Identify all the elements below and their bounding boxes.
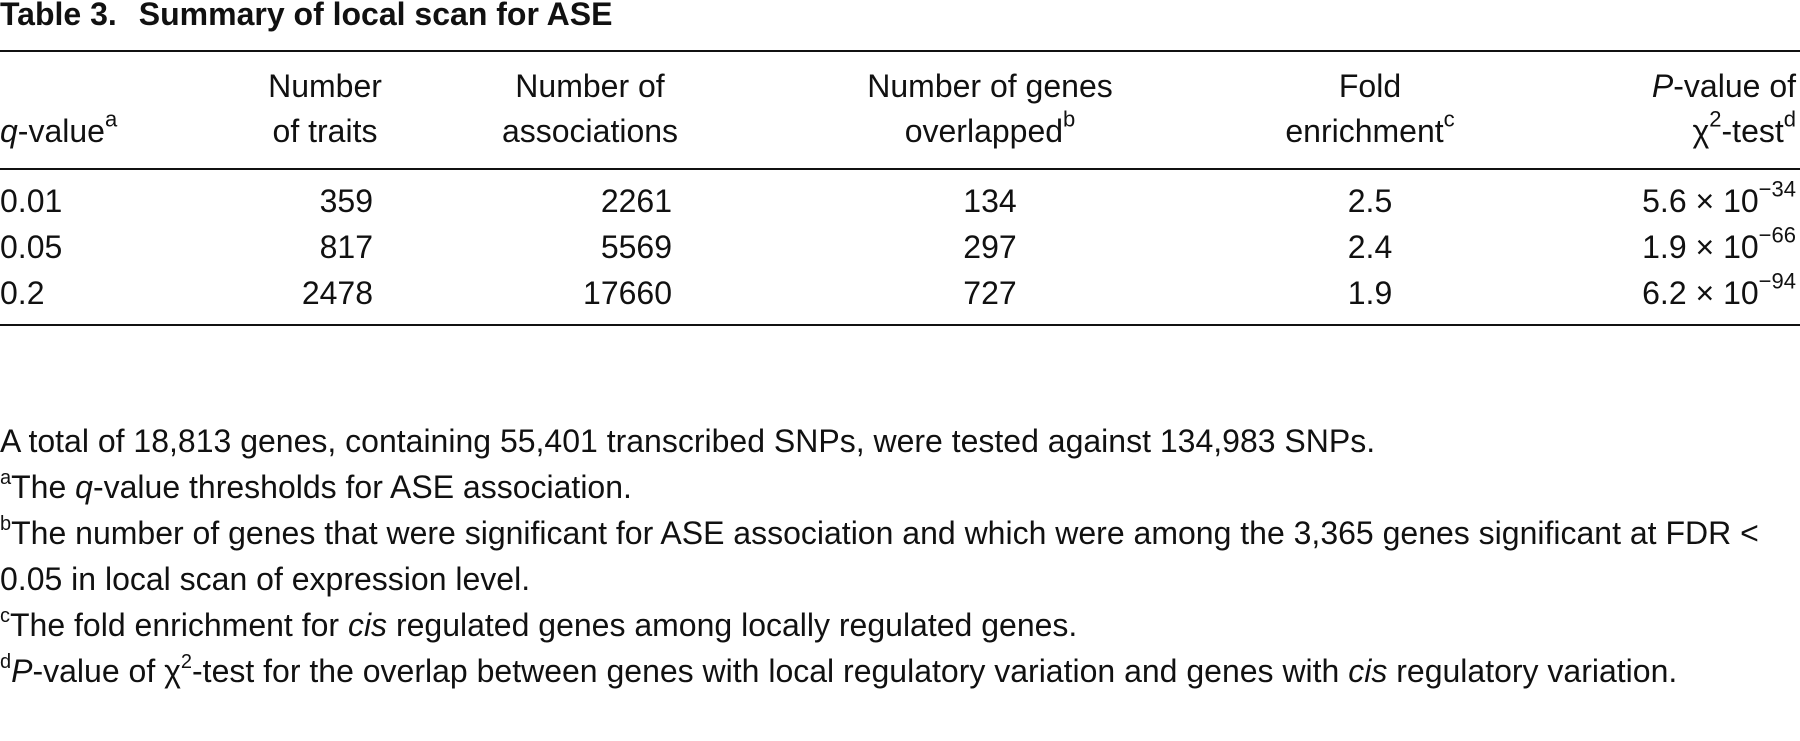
- superscript: 2: [1709, 106, 1722, 132]
- table-cell: 817: [319, 229, 373, 265]
- footnote: dP-value of χ2-test for the overlap betw…: [0, 648, 1800, 694]
- table-cell: 2261: [600, 183, 672, 219]
- table-header: q-valuea Number of traits Number of associ…: [0, 51, 1800, 169]
- footnote-text: χ: [164, 653, 181, 689]
- table-cell: 2478: [301, 275, 373, 311]
- table-cell: 6.2 × 10−94: [1520, 270, 1800, 325]
- table-row: 0.05 817 5569 297 2.4 1.9 × 10−66: [0, 224, 1800, 270]
- superscript: 2: [180, 651, 193, 673]
- footnote-mark: a: [0, 467, 12, 489]
- footnote-text: regulatory variation.: [1387, 653, 1678, 689]
- footnote-mark: a: [104, 106, 118, 132]
- table-cell: 1.9: [1347, 275, 1393, 311]
- table-cell: 0.2: [0, 275, 45, 311]
- table-cell: 2.4: [1347, 229, 1393, 265]
- footnote-text: regulated genes among locally regulated …: [387, 607, 1078, 643]
- header-cell: Number of genes overlappedb: [760, 51, 1220, 169]
- header-text: q: [0, 113, 18, 149]
- table-cell: 727: [963, 275, 1017, 311]
- header-text: associations: [501, 113, 679, 149]
- table-caption: Summary of local scan for ASE: [138, 0, 613, 32]
- header-text: Number: [268, 68, 382, 104]
- header-row: q-valuea Number of traits Number of associ…: [0, 51, 1800, 169]
- table-cell: 297: [963, 229, 1017, 265]
- table-cell: 359: [319, 183, 373, 219]
- p-value-exponent: −94: [1758, 268, 1796, 294]
- header-text: Fold: [1338, 68, 1402, 104]
- footnote-text: P: [11, 653, 33, 689]
- footnote-mark: c: [0, 605, 10, 627]
- p-value-mantissa: 6.2 × 10: [1642, 275, 1759, 311]
- table-cell: 0.05: [0, 229, 63, 265]
- footnote-mark: c: [1443, 106, 1455, 132]
- footnote-text: -test for the overlap between genes with…: [192, 653, 1349, 689]
- header-text: of traits: [272, 113, 378, 149]
- footnote-mark: b: [1063, 106, 1076, 132]
- footnote: bThe number of genes that were significa…: [0, 510, 1800, 602]
- table-title: Table 3. Summary of local scan for ASE: [0, 0, 612, 34]
- table-cell: 5569: [600, 229, 672, 265]
- table-cell: 0.01: [0, 183, 63, 219]
- header-cell: P-value of χ2-testd: [1520, 51, 1800, 169]
- data-table: q-valuea Number of traits Number of associ…: [0, 50, 1800, 326]
- header-cell: q-valuea: [0, 51, 230, 169]
- footnote-text: q: [75, 469, 93, 505]
- table-label: Table 3.: [0, 0, 117, 32]
- footnote-text: cis: [347, 607, 388, 643]
- header-text: -value of: [1673, 68, 1796, 104]
- table-cell: 1.9 × 10−66: [1520, 224, 1800, 270]
- footnote-text: -value thresholds for ASE association.: [92, 469, 632, 505]
- table-body: 0.01 359 2261 134 2.5 5.6 × 10−34 0.05 817 5569 2…: [0, 169, 1800, 325]
- header-text: Number of: [515, 68, 665, 104]
- table-cell: 2.5: [1347, 183, 1393, 219]
- header-text: -test: [1721, 113, 1784, 149]
- header-text: Number of genes: [867, 68, 1113, 104]
- footnote-mark: d: [1783, 106, 1796, 132]
- p-value-mantissa: 5.6 × 10: [1642, 183, 1759, 219]
- header-cell: Fold enrichmentc: [1220, 51, 1520, 169]
- footnotes: A total of 18,813 genes, containing 55,4…: [0, 418, 1800, 694]
- footnote: aThe q-value thresholds for ASE associat…: [0, 464, 1800, 510]
- p-value-mantissa: 1.9 × 10: [1642, 229, 1759, 265]
- header-text: -value: [17, 113, 105, 149]
- header-cell: Number of associations: [420, 51, 760, 169]
- table-row: 0.01 359 2261 134 2.5 5.6 × 10−34: [0, 169, 1800, 224]
- header-text: χ: [1692, 113, 1710, 149]
- table-cell: 17660: [583, 275, 672, 311]
- table-cell: 5.6 × 10−34: [1520, 169, 1800, 224]
- footnote: A total of 18,813 genes, containing 55,4…: [0, 423, 1376, 459]
- footnote-mark: d: [0, 651, 12, 673]
- footnote: cThe fold enrichment for cis regulated g…: [0, 602, 1800, 648]
- header-cell: Number of traits: [230, 51, 420, 169]
- footnote-text: cis: [1348, 653, 1388, 689]
- footnote-text: -value of: [32, 653, 165, 689]
- header-text: P: [1651, 68, 1674, 104]
- footnote-text: The number of genes that were significan…: [0, 515, 1759, 597]
- footnote-mark: b: [0, 513, 12, 535]
- p-value-exponent: −34: [1758, 176, 1796, 202]
- footnote-text: The: [11, 469, 76, 505]
- header-text: enrichment: [1285, 113, 1444, 149]
- p-value-exponent: −66: [1758, 222, 1796, 248]
- table-cell: 134: [963, 183, 1017, 219]
- table-row: 0.2 2478 17660 727 1.9 6.2 × 10−94: [0, 270, 1800, 325]
- footnote-text: The fold enrichment for: [10, 607, 348, 643]
- header-text: overlapped: [904, 113, 1064, 149]
